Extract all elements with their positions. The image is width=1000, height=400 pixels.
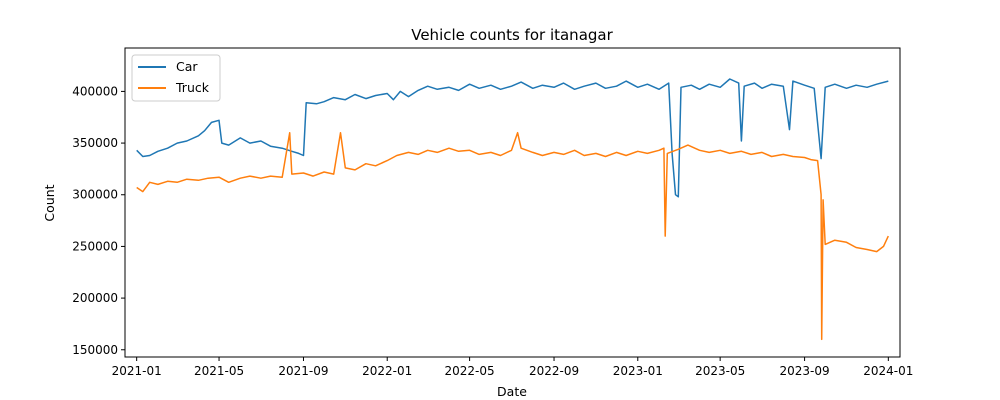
x-tick-label: 2022-09	[529, 364, 579, 378]
legend-label-truck: Truck	[175, 80, 210, 95]
y-axis-label: Count	[42, 184, 57, 221]
x-tick-label: 2023-09	[780, 364, 830, 378]
x-tick-label: 2021-05	[194, 364, 244, 378]
legend: Car Truck	[131, 54, 221, 102]
series-line-truck	[136, 131, 889, 341]
x-tick-label: 2022-05	[445, 364, 495, 378]
y-tick-label: 200000	[72, 291, 118, 305]
x-tick-label: 2023-05	[695, 364, 745, 378]
x-tick-label: 2023-01	[613, 364, 663, 378]
chart-title: Vehicle counts for itanagar	[411, 26, 613, 44]
y-tick-label: 250000	[72, 239, 118, 253]
legend-label-car: Car	[176, 59, 198, 74]
x-tick-label: 2021-01	[112, 364, 162, 378]
x-axis-label: Date	[497, 384, 527, 399]
y-tick-label: 300000	[72, 188, 118, 202]
series-layer	[136, 78, 889, 341]
y-tick-label: 150000	[72, 343, 118, 357]
y-tick-label: 400000	[72, 84, 118, 98]
x-axis: 2021-01 2021-05 2021-09 2022-01 2022-05 2022-…	[112, 357, 913, 378]
series-line-car	[136, 78, 889, 198]
x-tick-label: 2021-09	[278, 364, 328, 378]
x-tick-label: 2022-01	[362, 364, 412, 378]
x-tick-label: 2024-01	[863, 364, 913, 378]
plot-frame	[124, 47, 901, 358]
plot-area	[124, 47, 901, 358]
y-axis: 150000 200000 250000 300000 350000 400000	[72, 84, 125, 357]
y-tick-label: 350000	[72, 136, 118, 150]
